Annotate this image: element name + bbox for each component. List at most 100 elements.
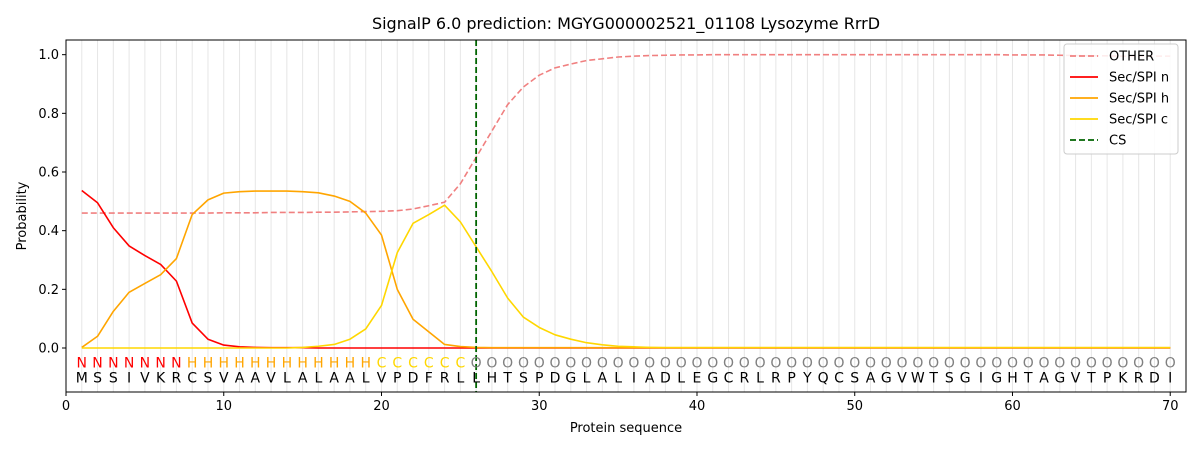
series-line-sec-spi-c [81, 204, 1171, 349]
region-label: H [266, 356, 277, 372]
region-label: C [377, 356, 387, 372]
residue-letter: I [127, 370, 131, 386]
series-line-other [81, 53, 1171, 214]
region-label: N [108, 356, 118, 372]
residue-letter: A [866, 370, 876, 386]
region-label: H [297, 356, 308, 372]
residue-letter: P [393, 370, 401, 386]
y-tick-label: 0.6 [38, 166, 59, 181]
x-tick-label: 10 [215, 399, 232, 414]
region-label: O [833, 356, 844, 372]
residue-letter: G [960, 370, 971, 386]
x-axis-label: Protein sequence [570, 421, 682, 436]
region-label: O [865, 356, 876, 372]
residue-letter: R [172, 370, 182, 386]
residue-letter: A [645, 370, 655, 386]
residue-letter: S [850, 370, 859, 386]
y-axis-label: Probability [15, 181, 30, 250]
residue-letter: S [945, 370, 954, 386]
region-label: H [250, 356, 261, 372]
axes: 0 10 20 30 40 50 60 70 0.0 0.2 0.4 0.6 0.8 1.0 [38, 39, 1187, 414]
region-label: O [644, 356, 655, 372]
region-label: C [455, 356, 465, 372]
region-label: O [486, 356, 497, 372]
legend-label: Sec/SPI n [1109, 71, 1169, 86]
region-label: H [187, 356, 198, 372]
residue-letter: C [724, 370, 734, 386]
residue-letter: R [771, 370, 781, 386]
residue-letter: T [1023, 370, 1033, 386]
residue-letter: L [677, 370, 685, 386]
residue-letter: V [897, 370, 907, 386]
residue-letter: T [928, 370, 938, 386]
residue-letter: A [1039, 370, 1049, 386]
region-label: O [613, 356, 624, 372]
residue-grid [81, 40, 1171, 392]
residue-letter: W [911, 370, 925, 386]
region-label: O [928, 356, 939, 372]
region-label: O [802, 356, 813, 372]
x-tick-label: 50 [846, 399, 863, 414]
region-label: H [345, 356, 356, 372]
residue-letter: V [266, 370, 276, 386]
region-label: O [723, 356, 734, 372]
residue-letter: R [739, 370, 749, 386]
region-label: O [1007, 356, 1018, 372]
residue-letter: S [204, 370, 213, 386]
residue-letter: V [219, 370, 229, 386]
region-label: N [155, 356, 165, 372]
region-label: O [597, 356, 608, 372]
region-label: H [360, 356, 371, 372]
region-label: O [1054, 356, 1065, 372]
legend: OTHER Sec/SPI n Sec/SPI h Sec/SPI c CS [1063, 43, 1179, 155]
residue-letter: E [693, 370, 702, 386]
region-label: O [1070, 356, 1081, 372]
region-label: N [140, 356, 150, 372]
region-label: O [534, 356, 545, 372]
region-label: O [960, 356, 971, 372]
region-label: N [171, 356, 181, 372]
region-label: C [408, 356, 418, 372]
region-label: O [1117, 356, 1128, 372]
residue-letter: Q [818, 370, 829, 386]
residue-letter: R [440, 370, 450, 386]
residue-letter: L [362, 370, 370, 386]
region-label: H [329, 356, 340, 372]
residue-letter: D [408, 370, 419, 386]
region-label: O [739, 356, 750, 372]
residue-letter: V [1071, 370, 1081, 386]
x-tick-label: 0 [62, 399, 70, 414]
y-tick-label: 0.0 [38, 342, 59, 357]
residue-letter: G [881, 370, 892, 386]
residue-letter: S [109, 370, 118, 386]
region-label: C [440, 356, 450, 372]
residue-letter: Y [802, 370, 812, 386]
region-label: O [518, 356, 529, 372]
region-label: O [770, 356, 781, 372]
series-line-sec-spi-n [81, 189, 1171, 349]
legend-label: OTHER [1109, 50, 1154, 65]
y-tick-label: 0.2 [38, 283, 59, 298]
residue-letter: A [235, 370, 245, 386]
region-label: N [92, 356, 102, 372]
region-label: O [1165, 356, 1176, 372]
region-label: O [786, 356, 797, 372]
region-label: O [912, 356, 923, 372]
series-lines [81, 40, 1171, 392]
residue-letter: P [787, 370, 795, 386]
y-tick-label: 0.4 [38, 224, 59, 239]
region-label: O [1086, 356, 1097, 372]
sequence-track: NMNSNSNINVNKNRHCHSHVHAHAHVHLHAHLHAHAHLCV… [76, 356, 1176, 387]
residue-letter: V [140, 370, 150, 386]
x-tick-label: 20 [373, 399, 390, 414]
residue-letter: M [76, 370, 88, 386]
region-label: N [77, 356, 87, 372]
region-label: N [124, 356, 134, 372]
region-label: O [975, 356, 986, 372]
residue-letter: T [1086, 370, 1096, 386]
residue-letter: K [156, 370, 166, 386]
residue-letter: H [1007, 370, 1018, 386]
region-label: O [676, 356, 687, 372]
y-tick-label: 0.8 [38, 107, 59, 122]
residue-letter: G [991, 370, 1002, 386]
